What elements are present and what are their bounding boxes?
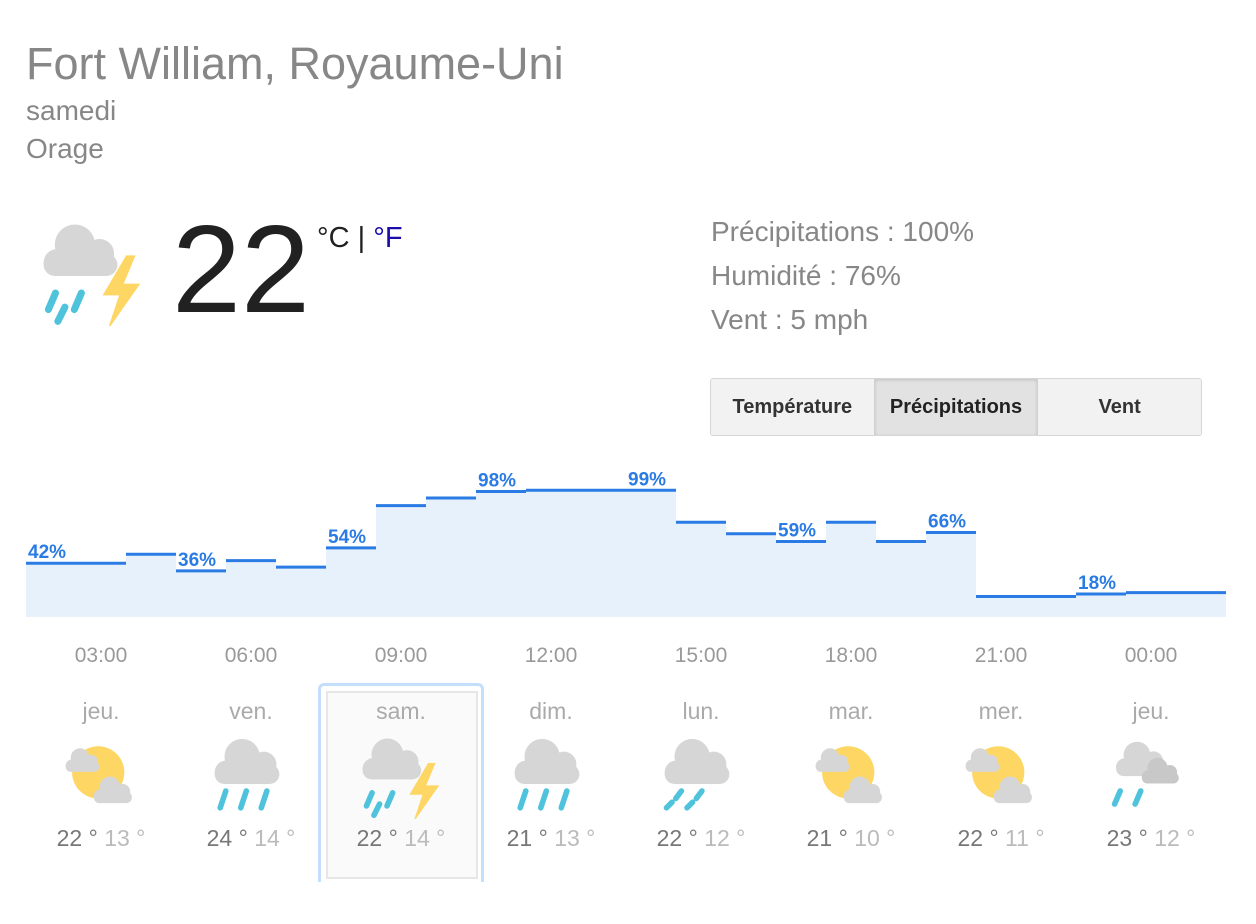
precip-label: 59% [778,520,816,541]
day-name: sam. [376,698,426,724]
low-temp: 13 ° [554,825,596,851]
rain-and-clouds-icon [1111,741,1179,807]
high-temp: 23 ° [1106,825,1148,851]
high-temp: 22 ° [56,825,98,851]
time-tick: 18:00 [824,644,878,667]
low-temp: 13 ° [104,825,146,851]
chart-tabs: Température Précipitations Vent [710,378,1202,436]
precip-label: 36% [178,550,216,571]
precip-label: 99% [628,469,666,490]
thunderstorm-icon [34,220,150,331]
rain-icon [514,738,580,811]
low-temp: 14 ° [254,825,296,851]
forecast-day[interactable]: mer. 22 ° 11 ° [926,690,1076,870]
forecast-day[interactable]: ven. 24 ° 14 ° [176,690,326,870]
tab-temperature[interactable]: Température [711,379,874,435]
light-rain-icon [663,738,730,811]
precip-label: 66% [928,512,966,533]
high-temp: 22 ° [356,825,398,851]
thunderstorm-icon [43,224,141,331]
time-tick: 03:00 [74,644,128,667]
high-temp: 21 ° [806,825,848,851]
forecast-day[interactable]: mar. 21 ° 10 ° [776,690,926,870]
tab-wind[interactable]: Vent [1038,379,1201,435]
thunderstorm-icon [362,738,440,819]
low-temp: 11 ° [1005,825,1045,851]
unit-toggle: °C | °F [317,222,403,255]
precip-area [26,490,1226,617]
time-tick: 12:00 [524,644,578,667]
day-name: ven. [229,698,273,724]
low-temp: 12 ° [1154,825,1196,851]
day-name: jeu. [82,698,120,724]
forecast-day[interactable]: lun. 22 ° 12 ° [626,690,776,870]
forecast-day[interactable]: jeu. 22 ° 13 ° [26,690,176,870]
forecast-day[interactable]: jeu. 23 ° 12 ° [1076,690,1226,870]
time-tick: 15:00 [674,644,728,667]
high-temp: 22 ° [957,825,999,851]
humidity-detail: Humidité : 76% [711,260,901,291]
day-name: jeu. [1132,698,1170,724]
day-name: mar. [828,698,874,724]
high-temp: 22 ° [656,825,698,851]
high-temp: 24 ° [206,825,248,851]
location-title: Fort William, Royaume-Uni [26,38,564,89]
fahrenheit-unit[interactable]: °F [373,222,403,254]
forecast-day[interactable]: dim. 21 ° 13 ° [476,690,626,870]
time-tick: 06:00 [224,644,278,667]
high-temp: 21 ° [506,825,548,851]
partly-cloudy-icon [815,746,882,804]
current-temperature: 22 [172,201,310,339]
day-name: mer. [978,698,1024,724]
selected-day-highlight [318,683,484,882]
partly-cloudy-icon [965,746,1032,804]
celsius-unit[interactable]: °C [317,222,350,254]
tab-precipitation[interactable]: Précipitations [873,379,1039,435]
unit-separator: | [357,222,366,254]
rain-icon [214,738,280,811]
precip-label: 18% [1078,573,1116,594]
precipitation-chart: 42% 36% 54% 98% 99% 59% 66% 18% [26,469,1226,617]
day-name: dim. [529,698,573,724]
precip-label: 54% [328,527,366,548]
low-temp: 12 ° [704,825,746,851]
forecast-day[interactable]: sam. 22 ° 14 ° [326,690,476,870]
condition-label: Orage [26,133,104,164]
precipitation-detail: Précipitations : 100% [711,216,975,247]
precip-label: 42% [28,542,66,563]
day-name: lun. [682,698,720,724]
partly-cloudy-icon [65,746,132,804]
time-tick: 21:00 [974,644,1028,667]
selected-day-panel [326,691,478,879]
day-label: samedi [26,95,117,126]
wind-detail: Vent : 5 mph [711,304,869,335]
low-temp: 10 ° [854,825,896,851]
time-tick: 09:00 [374,644,428,667]
precip-label: 98% [478,471,516,492]
time-tick: 00:00 [1124,644,1178,667]
low-temp: 14 ° [404,825,446,851]
